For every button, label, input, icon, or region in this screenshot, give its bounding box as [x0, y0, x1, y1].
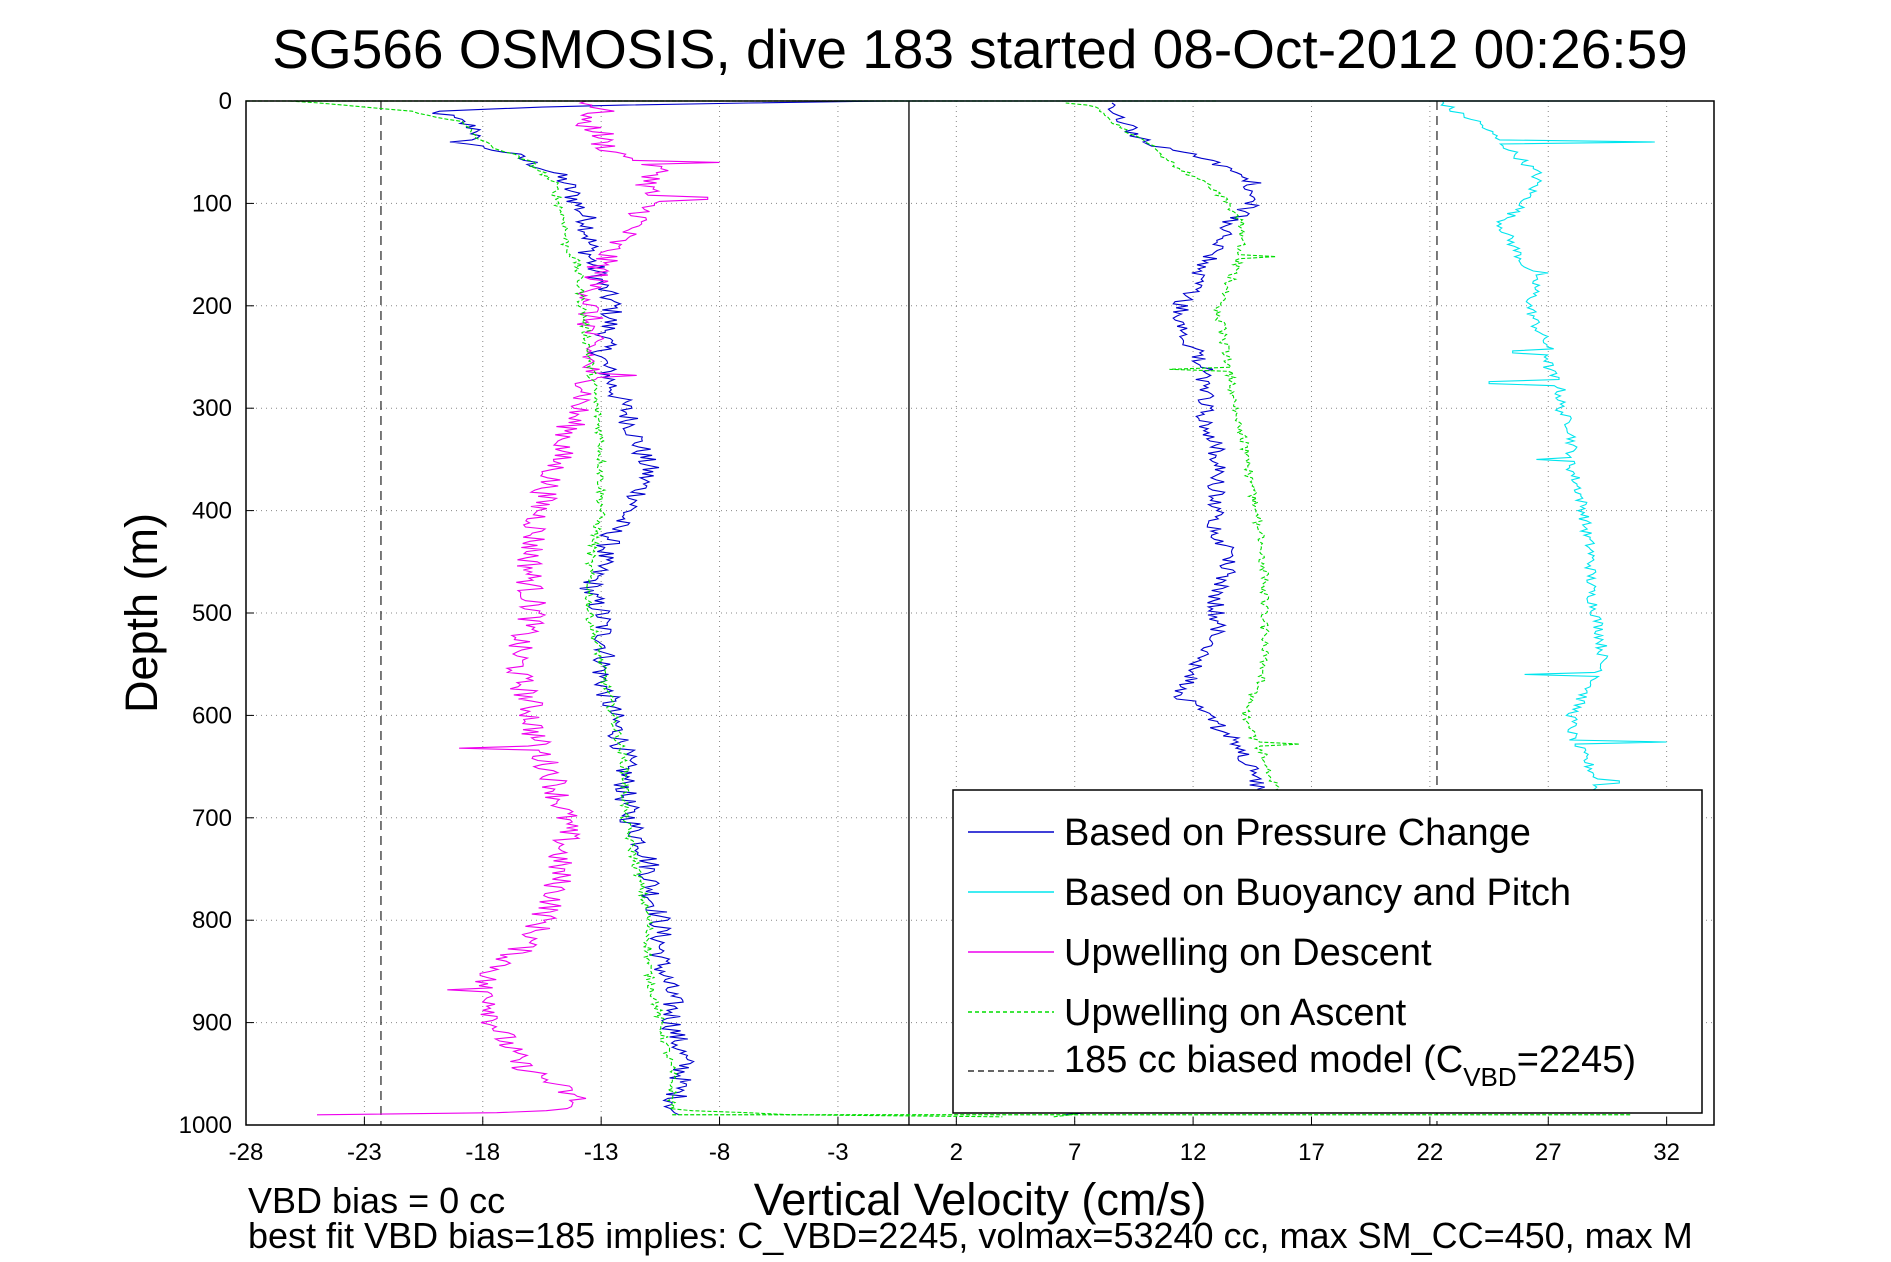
y-tick-label: 1000 [179, 1112, 232, 1139]
legend-label-descent: Upwelling on Descent [1064, 932, 1432, 974]
x-tick-label: 12 [1180, 1139, 1207, 1166]
x-tick-label: 27 [1535, 1139, 1562, 1166]
legend-label-model-sub: VBD [1463, 1062, 1516, 1092]
x-tick-label: 2 [950, 1139, 963, 1166]
x-tick-label: -18 [465, 1139, 500, 1166]
y-tick-label: 100 [192, 190, 232, 217]
y-tick-label: 0 [219, 88, 232, 115]
x-axis-label: Vertical Velocity (cm/s) [754, 1174, 1207, 1225]
reference-lines [380, 101, 1438, 1125]
legend: Based on Pressure Change Based on Buoyan… [952, 789, 1703, 1114]
footer-line-1: VBD bias = 0 cc [248, 1180, 505, 1221]
legend-label-model-main: 185 cc biased model (C [1064, 1039, 1463, 1081]
y-tick-label: 600 [192, 702, 232, 729]
y-tick-label: 800 [192, 907, 232, 934]
legend-label-model-tail: =2245) [1517, 1039, 1636, 1081]
legend-label-pressure: Based on Pressure Change [1064, 812, 1531, 854]
chart-title: SG566 OSMOSIS, dive 183 started 08-Oct-2… [272, 18, 1688, 80]
y-tick-label: 700 [192, 805, 232, 832]
legend-label-model: 185 cc biased model (CVBD=2245) [1064, 1039, 1636, 1092]
series-line [289, 100, 1003, 1118]
y-tick-label: 500 [192, 600, 232, 627]
legend-box [952, 789, 1703, 1114]
series-line [1440, 100, 1667, 798]
series-line [316, 100, 720, 1116]
y-tick-label: 200 [192, 293, 232, 320]
legend-label-ascent: Upwelling on Ascent [1064, 992, 1407, 1034]
y-tick-label: 300 [192, 395, 232, 422]
y-tick-label: 400 [192, 498, 232, 525]
x-tick-label: 32 [1653, 1139, 1680, 1166]
x-tick-label: -13 [584, 1139, 619, 1166]
x-tick-label: 22 [1417, 1139, 1444, 1166]
x-tick-labels: -28 -23 -18 -13 -8 -3 2 7 12 17 22 27 32 [229, 1117, 1680, 1166]
x-tick-label: -28 [229, 1139, 264, 1166]
y-tick-labels: 0 100 200 300 400 500 600 700 800 900 1000 [179, 88, 254, 1139]
x-tick-label: -3 [827, 1139, 848, 1166]
footer-line-2: best fit VBD bias=185 implies: C_VBD=224… [248, 1215, 1693, 1256]
x-tick-label: 17 [1298, 1139, 1325, 1166]
x-tick-label: -8 [709, 1139, 730, 1166]
y-tick-label: 900 [192, 1010, 232, 1037]
x-tick-label: 7 [1068, 1139, 1081, 1166]
legend-label-buoyancy: Based on Buoyancy and Pitch [1064, 872, 1571, 914]
series-line [432, 100, 890, 1116]
y-axis-label: Depth (m) [116, 513, 167, 713]
x-tick-label: -23 [347, 1139, 382, 1166]
